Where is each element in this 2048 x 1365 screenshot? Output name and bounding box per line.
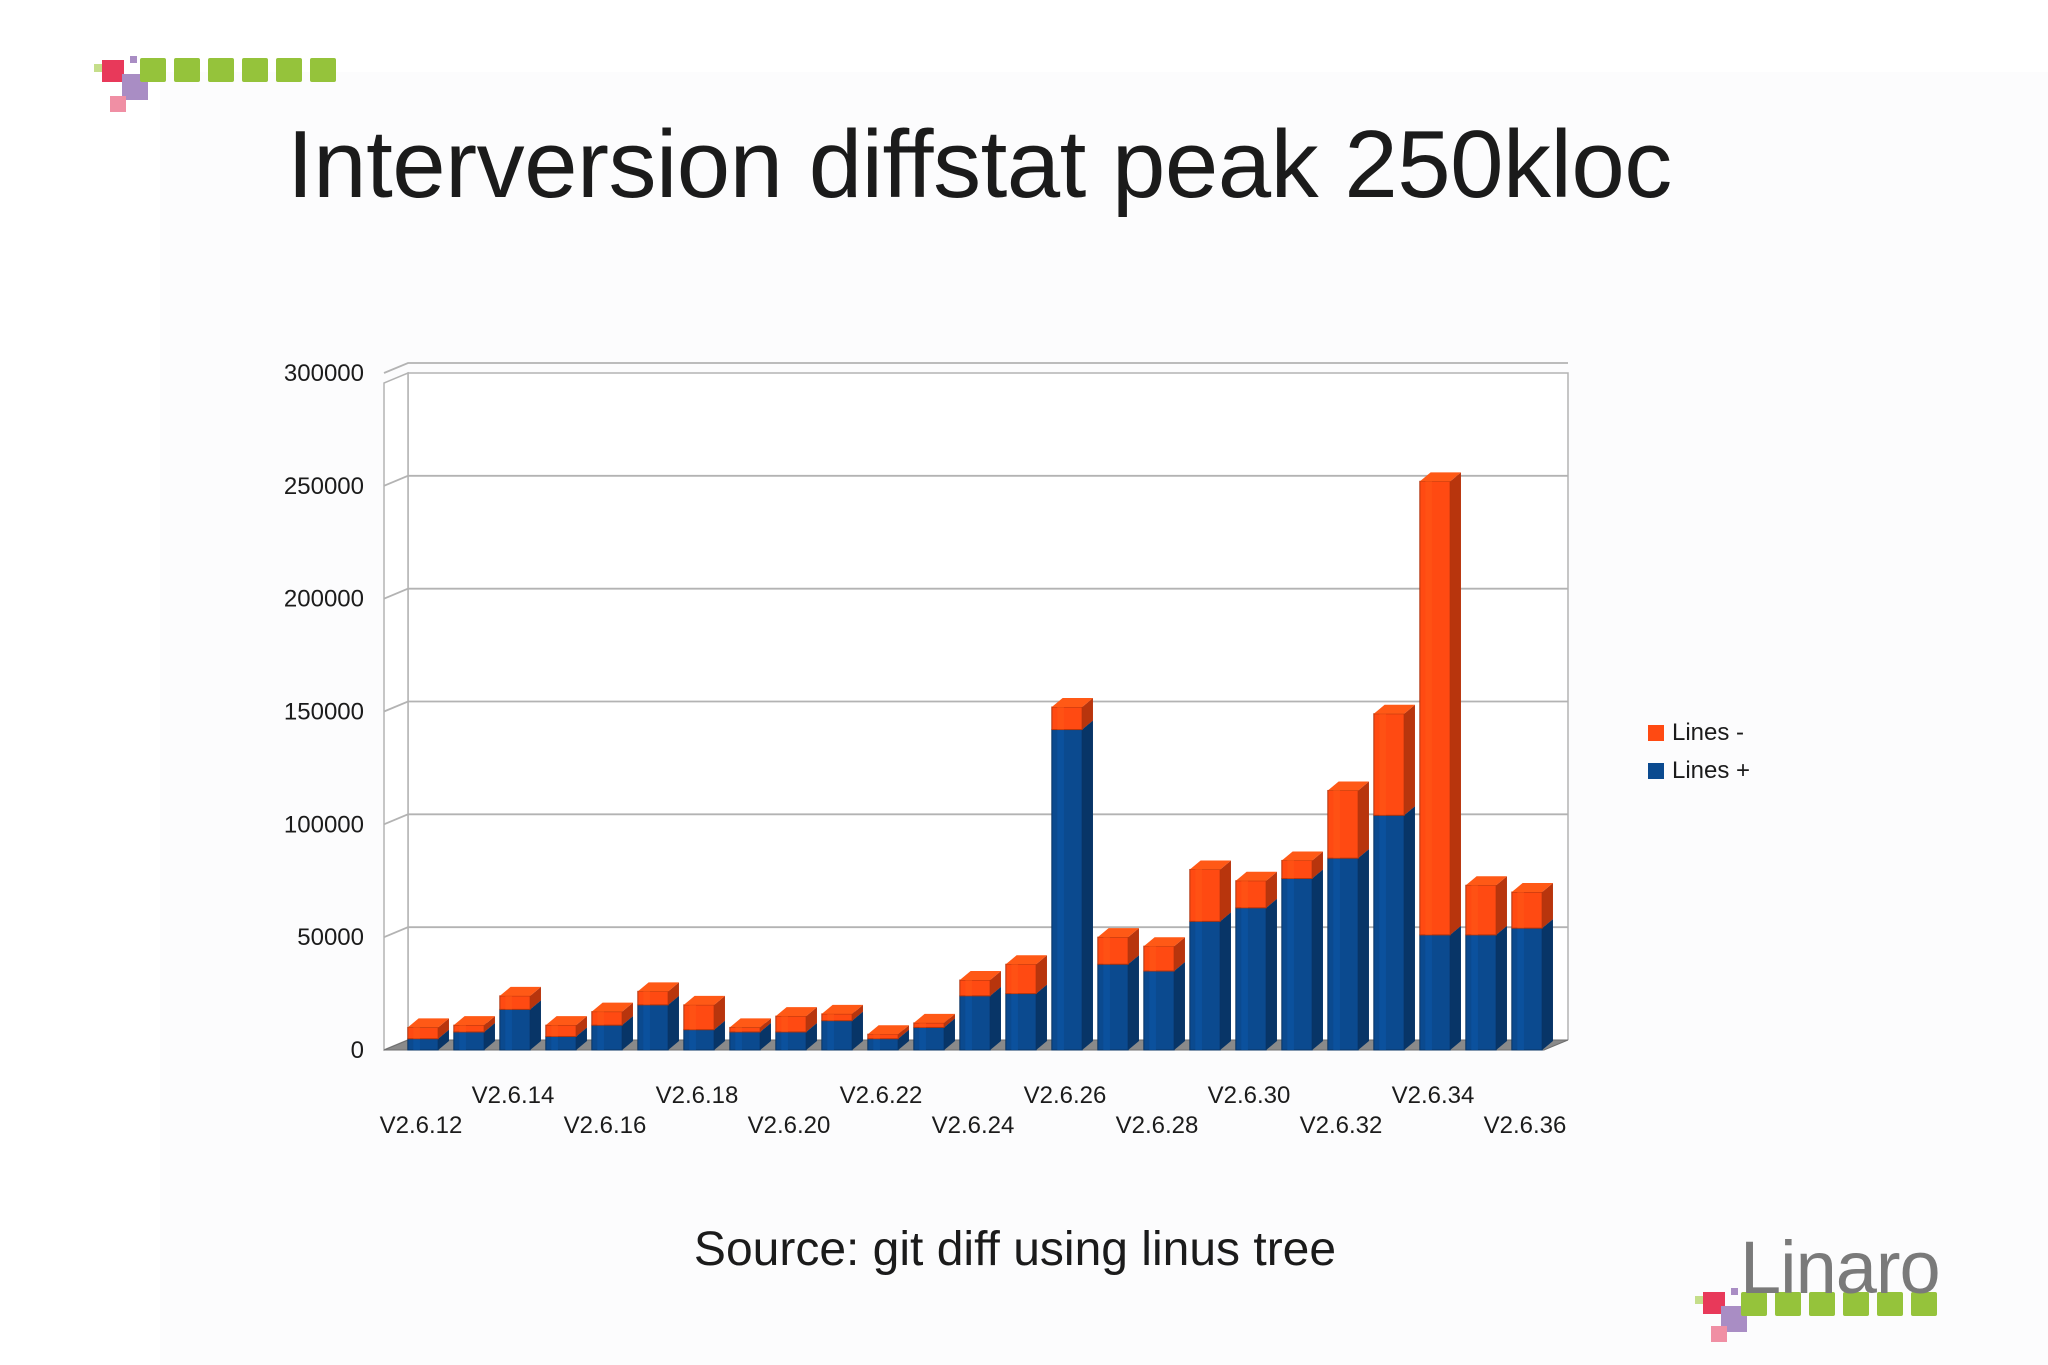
bar-segment xyxy=(1097,928,1139,965)
x-tick-label: V2.6.20 xyxy=(748,1112,831,1139)
x-tick-label: V2.6.16 xyxy=(564,1112,647,1139)
y-tick-label: 0 xyxy=(351,1037,364,1064)
y-axis-labels: 0 50000 100000 150000 200000 250000 300000 xyxy=(284,360,364,1064)
x-tick-label: V2.6.14 xyxy=(472,1082,555,1109)
bar-segment xyxy=(959,971,1001,997)
bar-segment xyxy=(1051,720,1093,1051)
bar-segment xyxy=(683,995,725,1031)
legend-swatch-lines-minus xyxy=(1648,725,1664,741)
bar-segment xyxy=(407,1018,449,1040)
bar-segment xyxy=(1235,898,1277,1051)
gridline xyxy=(383,362,1568,374)
bar-segment xyxy=(1419,925,1461,1051)
bar-segment xyxy=(1005,955,1047,995)
gridline xyxy=(383,587,1568,600)
y-tick-label: 50000 xyxy=(297,924,364,951)
x-tick-label: V2.6.26 xyxy=(1024,1082,1107,1109)
y-tick-label: 100000 xyxy=(284,811,364,838)
gridline xyxy=(383,474,1568,487)
bar-segment xyxy=(545,1016,587,1037)
bar-segment xyxy=(1051,697,1093,731)
bar-segment xyxy=(1143,962,1185,1051)
gridline xyxy=(383,700,1568,713)
bar-segment xyxy=(1189,860,1231,922)
x-tick-label: V2.6.24 xyxy=(932,1112,1015,1139)
bar-segment xyxy=(637,982,679,1006)
bar-segment xyxy=(729,1018,771,1033)
bar-segment xyxy=(499,986,541,1010)
x-tick-label: V2.6.34 xyxy=(1392,1082,1475,1109)
bar-segment xyxy=(1097,955,1139,1051)
bar-segment xyxy=(1511,919,1553,1051)
chart-bars xyxy=(407,472,1553,1051)
bar-segment xyxy=(1373,806,1415,1051)
top-logo-icon xyxy=(94,56,336,112)
bar-segment xyxy=(1005,984,1047,1051)
bar-segment xyxy=(1143,937,1185,972)
legend-label-lines-minus: Lines - xyxy=(1672,719,1745,746)
legend-item-lines-plus: Lines + xyxy=(1648,752,1750,790)
chart-legend: Lines - Lines + xyxy=(1648,714,1750,790)
bar-segment xyxy=(1419,472,1461,936)
bar-segment xyxy=(591,1002,633,1026)
bar-segment xyxy=(1327,781,1369,859)
bar-segment xyxy=(453,1016,495,1033)
bar-segment xyxy=(1327,849,1369,1051)
legend-item-lines-minus: Lines - xyxy=(1648,714,1750,752)
bar-segment xyxy=(821,1004,863,1022)
x-tick-label: V2.6.32 xyxy=(1300,1112,1383,1139)
bar-segment xyxy=(1189,912,1231,1051)
bar-segment xyxy=(1465,925,1507,1051)
bar-segment xyxy=(1281,851,1323,879)
legend-swatch-lines-plus xyxy=(1648,763,1664,779)
brand-name: Linaro xyxy=(1740,1226,1941,1309)
slide-title: Interversion diffstat peak 250kloc xyxy=(287,111,1672,218)
gridline xyxy=(383,926,1568,938)
y-tick-label: 150000 xyxy=(284,699,364,726)
x-tick-label: V2.6.18 xyxy=(656,1082,739,1109)
gridline xyxy=(383,813,1568,826)
bar-segment xyxy=(913,1013,955,1028)
x-tick-label: V2.6.28 xyxy=(1116,1112,1199,1139)
chart-grid xyxy=(383,362,1569,1052)
bar-segment xyxy=(1511,883,1553,929)
legend-label-lines-plus: Lines + xyxy=(1672,757,1751,784)
y-tick-label: 250000 xyxy=(284,473,364,500)
source-caption: Source: git diff using linus tree xyxy=(693,1223,1337,1276)
bar-segment xyxy=(1465,876,1507,936)
chart-side-wall xyxy=(383,371,409,1052)
bar-segment xyxy=(867,1025,909,1040)
x-axis-labels: V2.6.12 V2.6.14 V2.6.16 V2.6.18 V2.6.20 V2.6.… xyxy=(380,1082,1567,1139)
bar-segment xyxy=(1373,704,1415,816)
y-tick-label: 300000 xyxy=(284,360,364,387)
x-tick-label: V2.6.30 xyxy=(1208,1082,1291,1109)
x-tick-label: V2.6.22 xyxy=(840,1082,923,1109)
bar-segment xyxy=(1281,869,1323,1051)
linaro-logo-icon xyxy=(1695,1288,1937,1342)
bar-segment xyxy=(1235,871,1277,909)
x-tick-label: V2.6.36 xyxy=(1484,1112,1567,1139)
y-tick-label: 200000 xyxy=(284,586,364,613)
x-tick-label: V2.6.12 xyxy=(380,1112,463,1139)
bar-segment xyxy=(775,1007,817,1033)
